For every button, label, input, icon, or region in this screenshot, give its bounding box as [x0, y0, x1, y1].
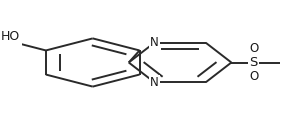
Text: HO: HO: [0, 30, 20, 43]
Text: O: O: [249, 70, 258, 83]
Text: N: N: [150, 76, 159, 89]
Text: S: S: [249, 56, 258, 69]
Text: N: N: [150, 36, 159, 49]
Text: O: O: [249, 42, 258, 55]
